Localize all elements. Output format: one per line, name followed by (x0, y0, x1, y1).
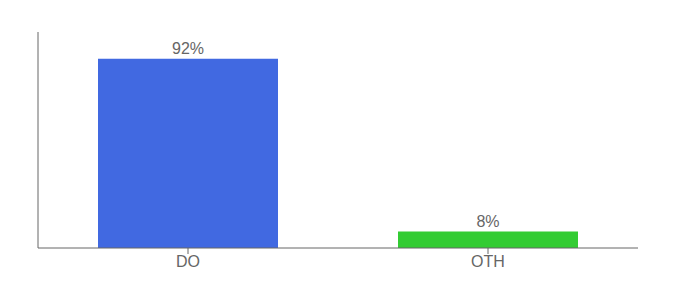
svg-text:DO: DO (176, 253, 200, 270)
svg-text:8%: 8% (476, 213, 499, 230)
svg-text:OTH: OTH (471, 253, 505, 270)
svg-text:92%: 92% (172, 40, 204, 57)
